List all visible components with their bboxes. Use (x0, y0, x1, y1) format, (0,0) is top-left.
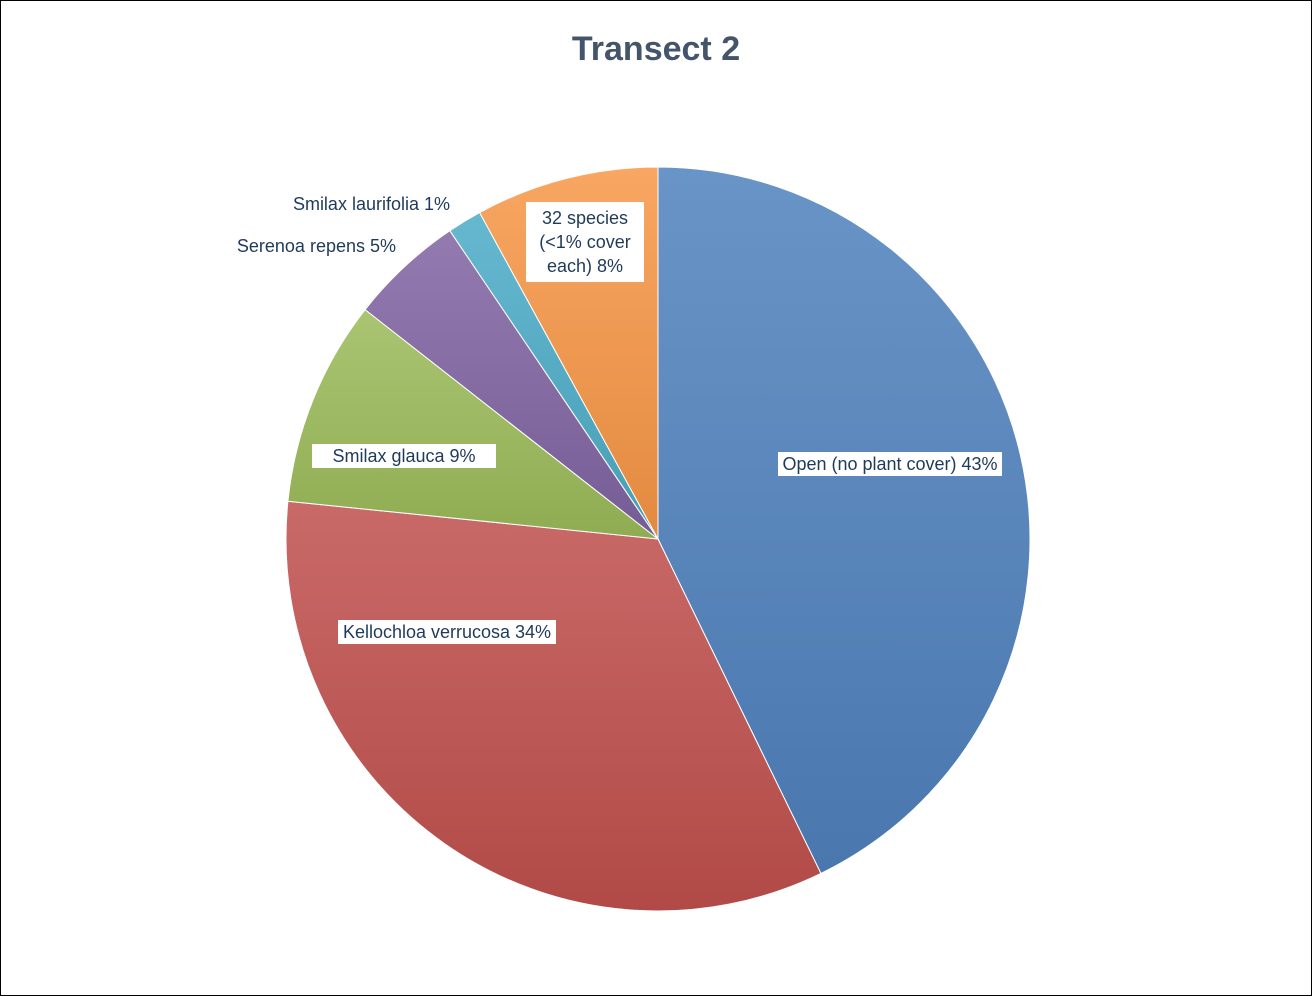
slice-label-serenoa: Serenoa repens 5% (236, 236, 396, 256)
slice-label-other-species: 32 species (<1% cover each) 8% (526, 202, 644, 282)
slice-label-smilax-laurifolia: Smilax laurifolia 1% (292, 194, 450, 214)
slice-label-kellochloa: Kellochloa verrucosa 34% (338, 620, 556, 644)
pie-slice-smilax-glauca (287, 308, 660, 540)
slice-label-open: Open (no plant cover) 43% (778, 452, 1002, 476)
chart-title: Transect 2 (571, 30, 741, 68)
slice-label-smilax-glauca: Smilax glauca 9% (312, 444, 496, 468)
pie-slice-open-no-plant-cover (657, 166, 1031, 875)
pie-slice-kellochloa-verrucosa (285, 500, 822, 912)
